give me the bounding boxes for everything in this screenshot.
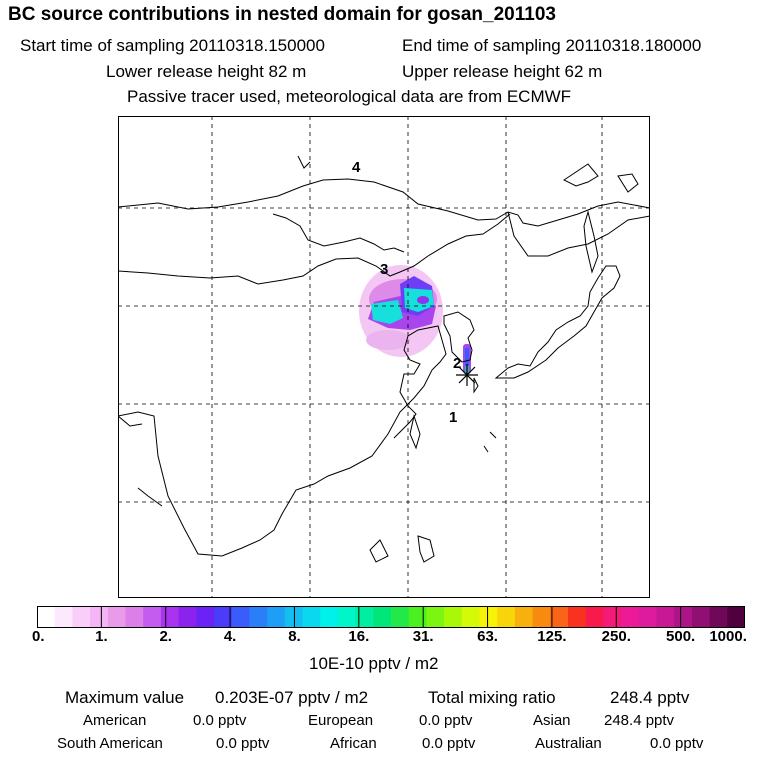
color-swatch	[249, 606, 268, 628]
color-swatch	[638, 606, 658, 628]
plot-title: BC source contributions in nested domain…	[8, 4, 556, 25]
region-value-south-american: 0.0 pptv	[216, 735, 270, 752]
color-swatch	[585, 606, 604, 628]
color-swatch	[231, 606, 250, 628]
color-swatch	[302, 606, 321, 628]
color-swatch	[444, 606, 463, 628]
region-value-african: 0.0 pptv	[422, 735, 476, 752]
color-swatch	[373, 606, 392, 628]
color-swatch	[337, 606, 357, 628]
color-swatch	[603, 606, 622, 628]
max-value: 0.203E-07 pptv / m2	[215, 688, 369, 707]
region-name-australian: Australian	[535, 735, 602, 752]
color-swatch	[355, 606, 374, 628]
color-swatch	[691, 606, 711, 628]
color-swatch	[408, 606, 427, 628]
region-name-south-american: South American	[57, 735, 163, 752]
region-label-3: 3	[380, 261, 388, 278]
total-mixing-ratio-value: 248.4 pptv	[610, 688, 690, 707]
color-scale-tick-label: 4.	[223, 628, 237, 645]
color-swatch	[497, 606, 516, 628]
color-swatch	[54, 606, 73, 628]
region-label-1: 1	[449, 409, 457, 426]
color-swatch	[37, 606, 56, 628]
upper-release-height-label: Upper release height 62 m	[402, 62, 603, 81]
coastlines	[118, 155, 650, 563]
max-value-label: Maximum value	[65, 688, 185, 707]
region-name-asian: Asian	[533, 712, 571, 729]
start-time-label: Start time of sampling 20110318.150000	[20, 36, 325, 55]
region-name-european: European	[308, 712, 374, 729]
lower-release-height-label: Lower release height 82 m	[106, 62, 307, 81]
region-value-american: 0.0 pptv	[193, 712, 247, 729]
receptor-marker-icon	[456, 364, 478, 386]
color-scale-tick-label: 16.	[348, 628, 370, 645]
color-swatch	[178, 606, 197, 628]
color-scale-tick-label: 1000.	[709, 628, 747, 645]
color-swatch	[727, 606, 745, 628]
color-swatch	[267, 606, 286, 628]
lat-lon-grid	[118, 116, 650, 598]
color-scale-tick-label: 500.	[666, 628, 696, 645]
end-time-label: End time of sampling 20110318.180000	[402, 36, 702, 55]
color-swatch	[214, 606, 233, 628]
color-scale-tick-label: 31.	[412, 628, 434, 645]
color-swatch	[532, 606, 551, 628]
color-scale-tick-label: 8.	[288, 628, 301, 645]
color-scale-tick-label: 1.	[95, 628, 108, 645]
color-swatch	[90, 606, 109, 628]
plume-overlay	[359, 265, 471, 374]
color-swatch	[143, 606, 162, 628]
color-swatch	[550, 606, 569, 628]
region-value-european: 0.0 pptv	[419, 712, 473, 729]
color-scale-tick-label: 63.	[477, 628, 498, 645]
color-swatch	[656, 606, 675, 628]
color-swatch	[391, 606, 410, 628]
color-swatch	[479, 606, 498, 628]
map-plot: 1 2 3 4	[118, 116, 650, 598]
color-swatch	[160, 606, 180, 628]
color-swatch	[461, 606, 481, 628]
color-swatch	[125, 606, 144, 628]
region-value-australian: 0.0 pptv	[650, 735, 704, 752]
region-value-asian: 248.4 pptv	[604, 712, 675, 729]
color-swatch	[674, 606, 693, 628]
color-swatch	[709, 606, 728, 628]
color-swatch	[568, 606, 587, 628]
color-swatch	[196, 606, 215, 628]
color-swatch	[72, 606, 91, 628]
color-swatch	[514, 606, 534, 628]
color-swatch	[320, 606, 339, 628]
color-scale-tick-label: 2.	[159, 628, 172, 645]
tracer-note: Passive tracer used, meteorological data…	[127, 87, 572, 106]
color-swatch	[621, 606, 640, 628]
region-label-2: 2	[453, 355, 461, 372]
total-mixing-ratio-label: Total mixing ratio	[428, 688, 556, 707]
color-swatch	[107, 606, 127, 628]
color-scale-tick-label: 125.	[537, 628, 567, 645]
color-scale-units: 10E-10 pptv / m2	[309, 654, 439, 673]
region-label-4: 4	[352, 159, 361, 176]
region-name-american: American	[83, 712, 147, 729]
color-scale-tick-label: 250.	[601, 628, 631, 645]
color-scale-tick-label: 0.	[31, 628, 45, 645]
color-scale-bar	[37, 606, 745, 628]
region-name-african: African	[330, 735, 377, 752]
color-swatch	[426, 606, 445, 628]
